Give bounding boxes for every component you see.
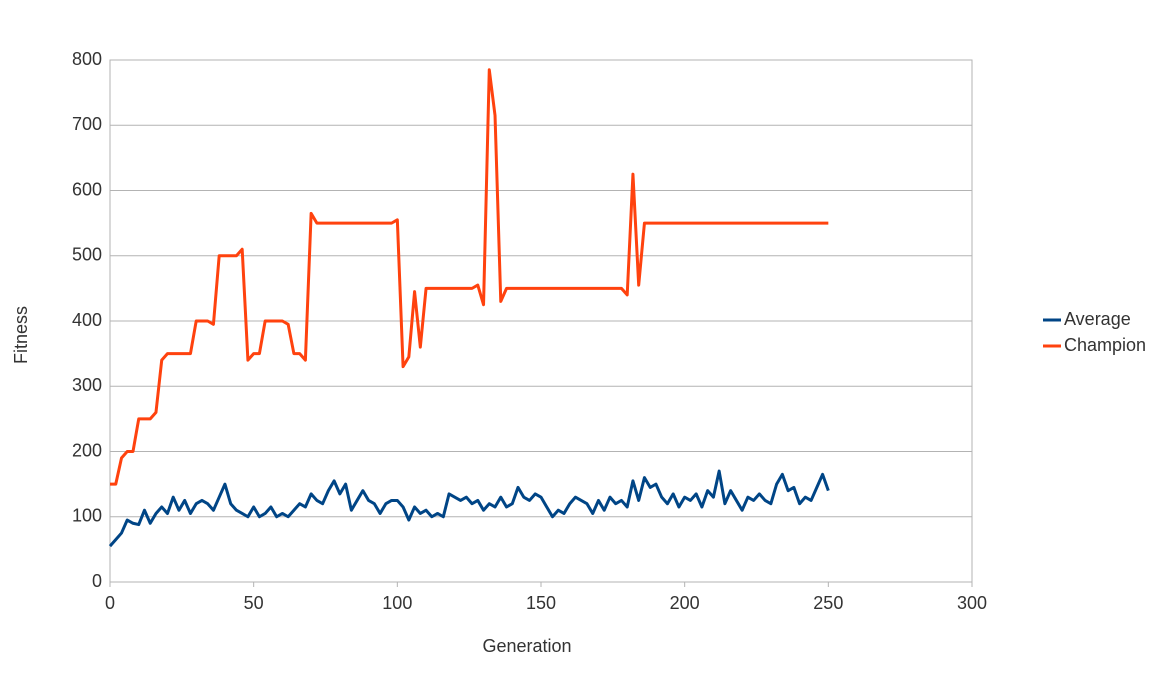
series-line [108, 469, 830, 548]
y-axis-title: Fitness [11, 306, 31, 364]
y-tick-label: 500 [72, 245, 102, 265]
x-tick-label: 250 [813, 593, 843, 613]
x-tick-label: 300 [957, 593, 987, 613]
x-tick-label: 50 [244, 593, 264, 613]
y-tick-label: 700 [72, 114, 102, 134]
y-tick-label: 400 [72, 310, 102, 330]
y-tick-label: 600 [72, 179, 102, 199]
x-tick-label: 150 [526, 593, 556, 613]
x-tick-label: 0 [105, 593, 115, 613]
legend-label: Champion [1064, 335, 1146, 355]
y-tick-label: 300 [72, 375, 102, 395]
y-tick-label: 800 [72, 49, 102, 69]
series-line [110, 68, 829, 486]
y-tick-label: 200 [72, 440, 102, 460]
x-tick-label: 200 [670, 593, 700, 613]
legend-label: Average [1064, 309, 1131, 329]
x-tick-label: 100 [382, 593, 412, 613]
y-tick-label: 0 [92, 571, 102, 591]
y-tick-label: 100 [72, 506, 102, 526]
x-axis-title: Generation [482, 636, 571, 656]
